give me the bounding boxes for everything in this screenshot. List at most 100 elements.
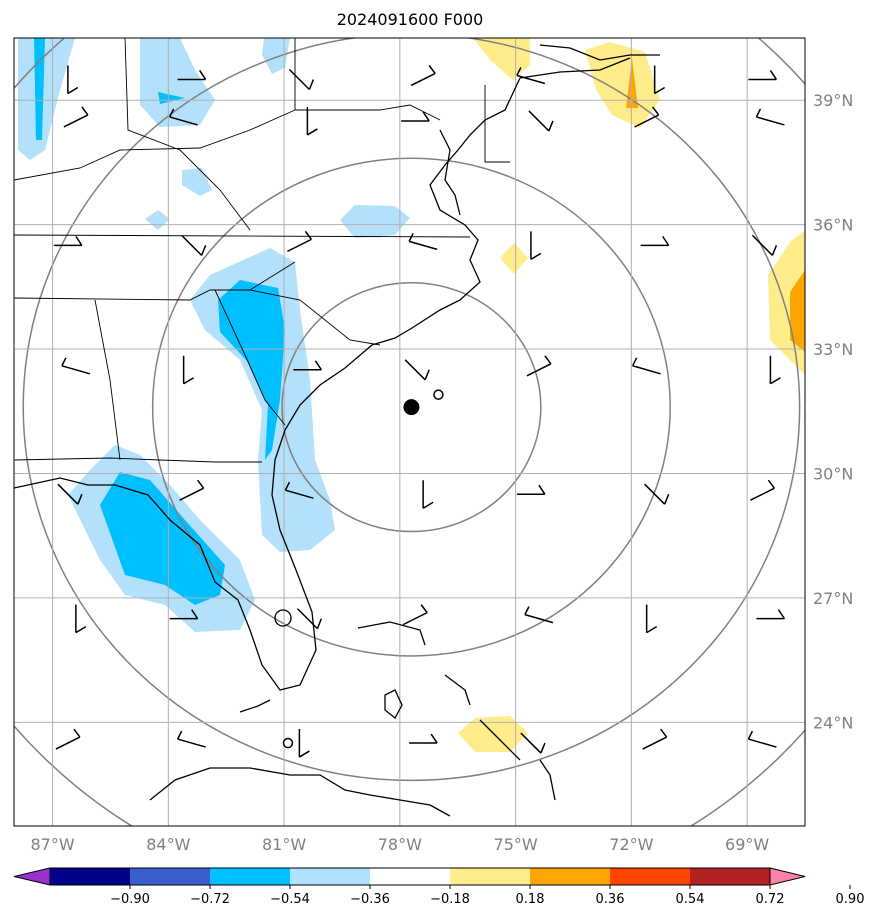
latitude-labels: 39°N 36°N 33°N 30°N 27°N 24°N [813,91,853,732]
colorbar-label: −0.72 [190,892,230,907]
border-ky-tn [14,109,296,181]
range-ring [281,281,542,533]
range-ring [151,157,671,657]
colorbar-box [370,868,450,885]
colorbar-label: −0.54 [270,892,310,907]
wind-barb [53,235,83,247]
wind-barb [422,480,434,509]
reference-marker [282,737,294,749]
wind-barb [298,729,310,758]
shade-positive-bahamas [458,716,528,752]
wind-barb [634,106,660,128]
wind-barb [409,733,438,744]
wind-barb [57,483,83,505]
wind-barb [520,732,546,754]
wind-barb [642,728,668,750]
longitude-labels: 87°W 84°W 81°W 78°W 75°W 72°W 69°W [30,835,769,854]
wind-barb [769,355,781,385]
range-ring [22,38,801,782]
coastline-bahamas-andros [384,689,403,719]
shade-positive-east-core [790,270,805,352]
border-tn-nc [14,261,296,301]
wind-barb [179,479,205,501]
wind-barb [176,730,206,748]
storm-center-marker [403,399,420,416]
colorbar-label: 0.54 [676,892,705,907]
latitude-label: 36°N [813,216,853,235]
range-rings [14,38,805,826]
latitude-label: 30°N [813,464,853,483]
colorbar-box [450,868,530,885]
latitude-label: 27°N [813,589,853,608]
state-borders [14,38,510,463]
longitude-label: 69°W [725,835,769,854]
colorbar-box [50,868,130,885]
wind-barb [524,606,554,624]
border-nc-va [14,234,471,238]
longitude-label: 72°W [609,835,653,854]
shade-negative-sc-ga-core [218,280,285,460]
shaded-regions [18,38,805,752]
colorbar-label: 0.90 [836,892,865,907]
wind-barb [181,234,207,256]
wind-barb [169,609,199,620]
colorbar-frame [49,867,771,886]
wind-barb [293,360,323,371]
map-frame [13,37,806,827]
markers [282,389,444,749]
wind-barb [750,479,776,501]
wind-barbs [53,65,786,758]
shade-negative-ohio-core [158,92,185,104]
wind-barb [61,357,91,375]
shade-negative-ohio [140,38,215,127]
coastline-florida-keys [239,699,271,713]
colorbar-label: −0.90 [110,892,150,907]
border-sc-ga [214,289,286,426]
longitude-label: 78°W [378,835,422,854]
wind-barb [755,108,785,126]
wind-barb [408,233,438,251]
wind-barb [75,604,87,634]
wind-barb [296,608,323,630]
border-pa-md [294,38,441,121]
wind-barb [631,357,661,375]
wind-barb [653,65,666,95]
map-title: 2024091600 F000 [336,10,484,29]
wind-barb [530,231,542,261]
coastlines [14,44,660,817]
colorbar-box [530,868,610,885]
wind-barb [287,230,312,253]
wind-barb [747,730,777,748]
map-background [14,38,805,826]
wind-barb [640,235,670,247]
coastline-cuba [149,767,451,817]
coastline-us-east [14,77,521,691]
shade-negative-florida-gulf-core [100,472,225,605]
colorbar-box [690,868,770,885]
wind-barb [756,609,786,620]
border-nc-sc [249,289,381,346]
border-ga-fl [14,457,262,463]
wind-barb [168,108,198,126]
lake-okeechobee [274,609,292,627]
coastline-chesapeake [439,129,461,216]
wind-barb [644,483,670,505]
map-plot-area [14,38,805,826]
wind-barb [284,481,314,499]
wind-barb [410,65,436,87]
colorbar-box [290,868,370,885]
wind-barb [526,355,552,377]
coastline-newengland [539,44,660,61]
longitude-label: 75°W [494,835,538,854]
wind-barb [182,355,195,385]
latitude-label: 33°N [813,340,853,359]
colorbar-label: −0.36 [350,892,390,907]
shade-negative-tn [145,210,170,230]
wind-barb [55,728,81,750]
wind-barb [63,106,89,128]
wind-barb [528,110,554,132]
longitude-label: 84°W [146,835,190,854]
wind-barb [177,70,207,81]
border-nj-ny [484,85,510,163]
